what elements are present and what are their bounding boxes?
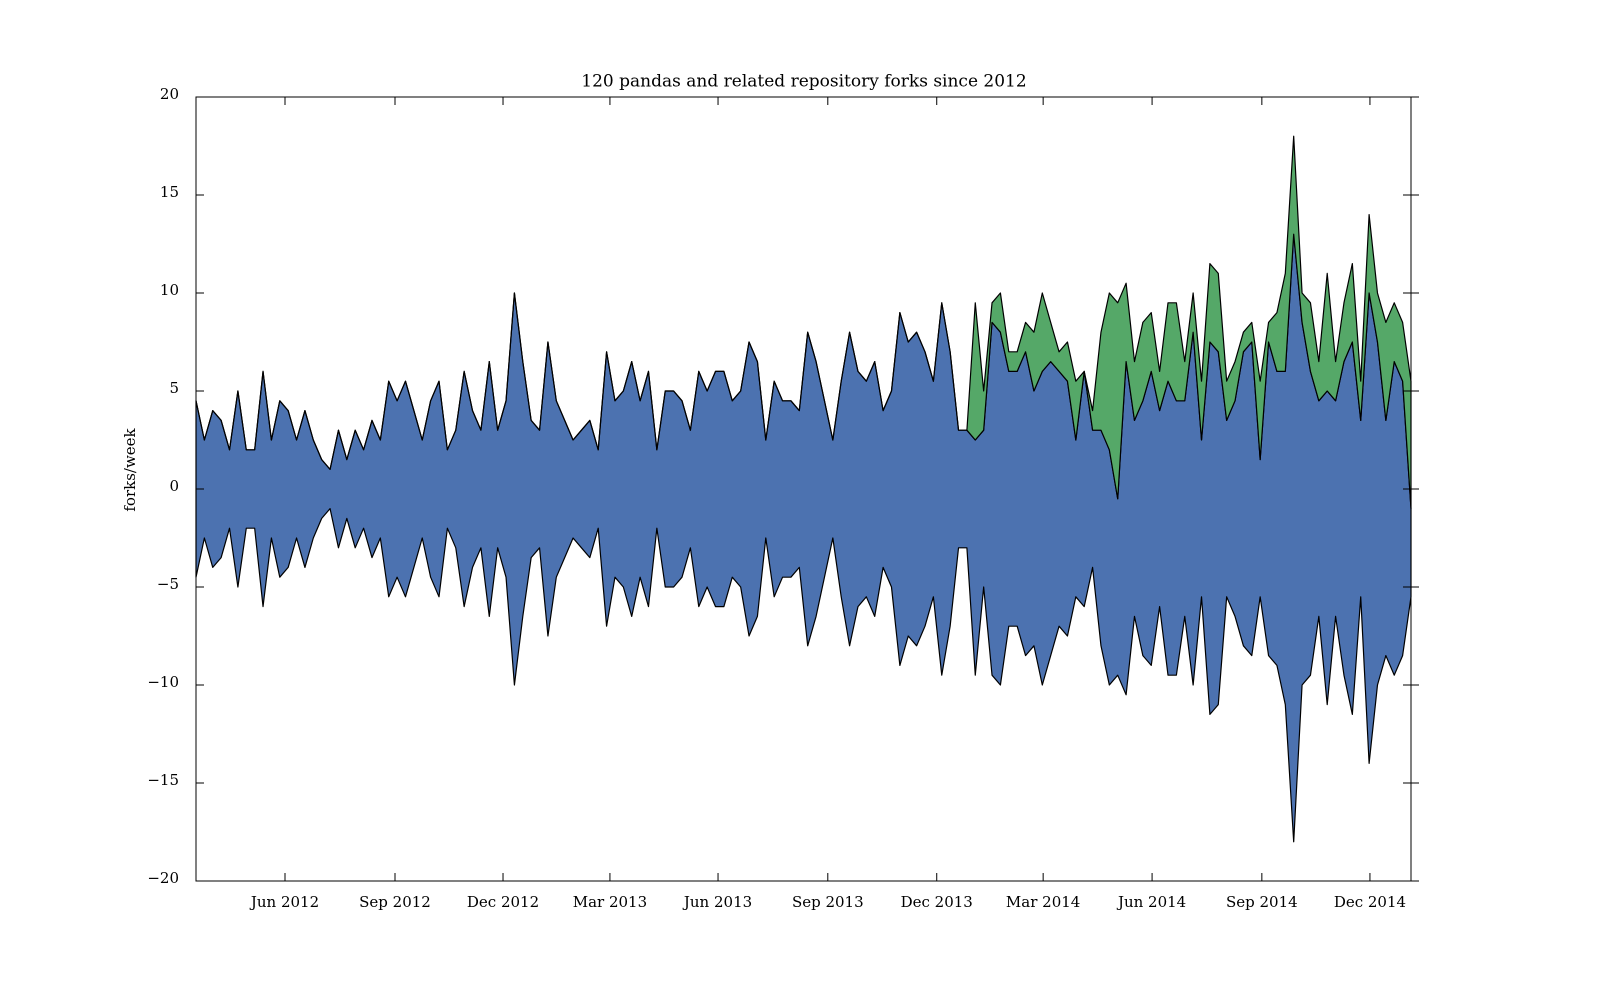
stream-area (195, 233, 1412, 843)
x-tick-label: Dec 2014 (1334, 893, 1406, 911)
x-tick-label: Mar 2014 (1006, 893, 1080, 911)
y-tick-label: 5 (169, 379, 179, 397)
x-tick-label: Dec 2012 (467, 893, 539, 911)
y-tick-label: −15 (147, 771, 179, 789)
y-tick-label: 15 (160, 183, 179, 201)
y-tick-label: −10 (147, 673, 179, 691)
x-tick-label: Sep 2014 (1226, 893, 1298, 911)
x-tick-label: Dec 2013 (901, 893, 973, 911)
y-tick-label: −20 (147, 869, 179, 887)
y-tick-label: 20 (160, 85, 179, 103)
x-tick-label: Jun 2012 (249, 893, 319, 911)
y-axis-label: forks/week (121, 427, 139, 511)
x-tick-label: Jun 2014 (1116, 893, 1186, 911)
x-tick-label: Sep 2013 (792, 893, 864, 911)
x-tick-label: Jun 2013 (682, 893, 752, 911)
chart-title: 120 pandas and related repository forks … (581, 72, 1026, 92)
x-tick-label: Sep 2012 (359, 893, 431, 911)
y-tick-label: 0 (169, 477, 179, 495)
x-tick-label: Mar 2013 (573, 893, 647, 911)
y-tick-label: −5 (157, 575, 179, 593)
y-tick-label: 10 (160, 281, 179, 299)
